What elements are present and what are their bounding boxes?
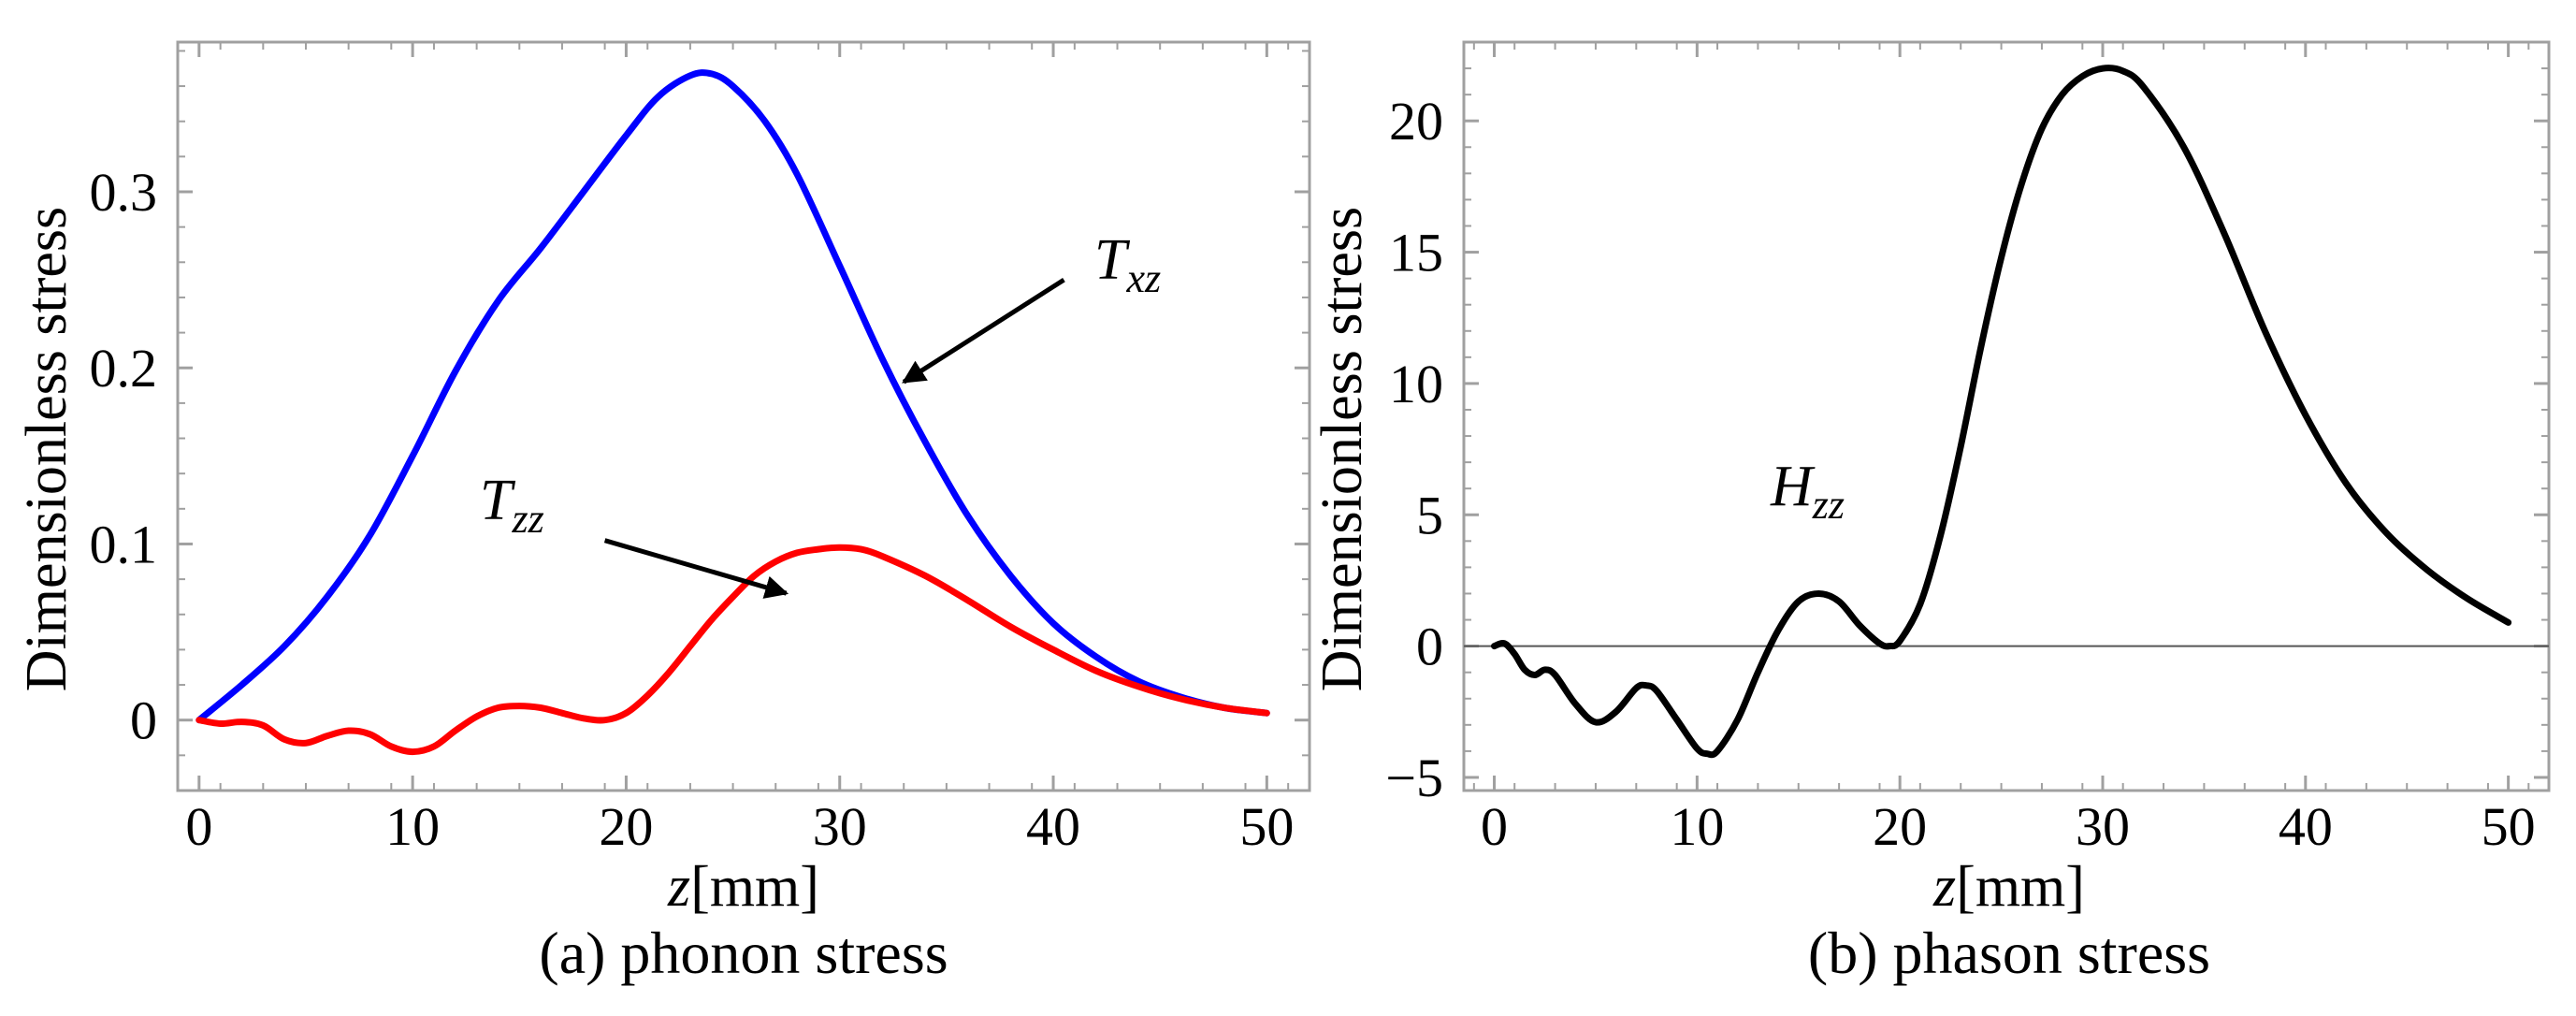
plot-frame-b bbox=[1462, 40, 2551, 792]
x-tick-label: 40 bbox=[2279, 796, 2333, 857]
x-tick-label: 50 bbox=[1239, 796, 1294, 857]
ticks-a: 0 10 20 30 40 50 0 0.1 0.2 0.3 bbox=[90, 42, 1310, 857]
y-tick-label: 0 bbox=[130, 690, 157, 751]
series-line-txz bbox=[195, 69, 1270, 724]
series-group-b bbox=[1464, 65, 2549, 759]
series-label-main: H bbox=[1770, 455, 1816, 518]
x-tick-label: 0 bbox=[1481, 796, 1508, 857]
x-tick-label: 10 bbox=[385, 796, 440, 857]
x-tick-label: 0 bbox=[185, 796, 212, 857]
series-label-sub: xz bbox=[1125, 255, 1161, 301]
x-axis-unit-a: [mm] bbox=[690, 855, 819, 919]
y-tick-label: 15 bbox=[1389, 223, 1443, 283]
series-group-a bbox=[195, 69, 1270, 756]
series-line-hzz bbox=[1491, 65, 2512, 759]
x-axis-title-b: z[mm] bbox=[1932, 855, 2085, 919]
series-line-tzz bbox=[195, 544, 1270, 756]
series-label-main: T bbox=[1094, 228, 1131, 292]
plot-frame-a bbox=[176, 40, 1311, 792]
y-tick-label: 0.3 bbox=[90, 162, 158, 223]
arrow-tzz bbox=[603, 538, 789, 599]
panel-phason-stress: 0 10 20 30 40 50 −5 0 5 10 15 20 Hzz Dimensionless … bbox=[1310, 40, 2551, 986]
caption-b: (b) phason stress bbox=[1808, 920, 2210, 986]
ticks-b: 0 10 20 30 40 50 −5 0 5 10 15 20 bbox=[1385, 41, 2549, 857]
y-tick-label: 5 bbox=[1416, 485, 1443, 545]
x-tick-label: 10 bbox=[1670, 796, 1724, 857]
x-axis-title-a: z[mm] bbox=[667, 855, 819, 919]
y-tick-label: 0.2 bbox=[90, 338, 158, 399]
x-tick-label: 40 bbox=[1026, 796, 1080, 857]
series-label-main: T bbox=[480, 469, 516, 532]
y-tick-label: −5 bbox=[1385, 747, 1443, 808]
x-axis-var-b: z bbox=[1932, 855, 1956, 919]
y-axis-title-b: Dimensionless stress bbox=[1310, 207, 1374, 691]
x-axis-var-a: z bbox=[667, 855, 690, 919]
x-tick-label: 30 bbox=[813, 796, 867, 857]
series-label-txz: Txz bbox=[1094, 228, 1161, 301]
y-axis-title-a: Dimensionless stress bbox=[15, 207, 79, 691]
x-tick-label: 30 bbox=[2076, 796, 2130, 857]
annotations-b: Hzz bbox=[1770, 455, 1845, 528]
series-label-sub: zz bbox=[511, 496, 543, 542]
arrow-txz bbox=[902, 278, 1065, 385]
x-tick-label: 20 bbox=[1873, 796, 1927, 857]
series-label-tzz: Tzz bbox=[480, 469, 544, 542]
y-tick-label: 10 bbox=[1389, 354, 1443, 414]
series-label-sub: zz bbox=[1812, 482, 1845, 528]
x-axis-unit-b: [mm] bbox=[1956, 855, 2085, 919]
y-tick-label: 0 bbox=[1416, 617, 1443, 677]
x-tick-label: 20 bbox=[599, 796, 653, 857]
series-label-hzz: Hzz bbox=[1770, 455, 1845, 528]
y-tick-label: 20 bbox=[1389, 91, 1443, 152]
y-tick-label: 0.1 bbox=[90, 514, 158, 574]
caption-a: (a) phonon stress bbox=[539, 920, 948, 986]
x-tick-label: 50 bbox=[2482, 796, 2536, 857]
